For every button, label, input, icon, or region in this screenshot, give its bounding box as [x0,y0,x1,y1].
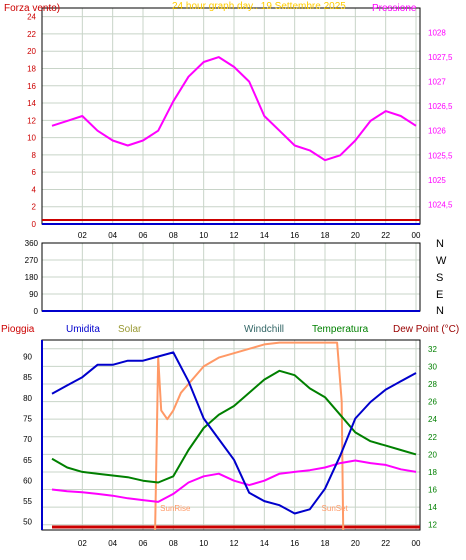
chart3-y-right-tick: 20 [428,450,437,459]
chart3-y-left-tick: 85 [23,373,32,382]
chart3-y-left-tick: 90 [23,353,32,362]
chart1-y-left-tick: 2 [32,203,37,212]
chart2-y-tick: 0 [34,307,39,316]
chart1-y-left-tick: 18 [27,64,36,73]
chart1-y-right-tick: 1024,5 [428,200,453,209]
chart1-y-left-tick: 20 [27,47,36,56]
chart3-y-left-tick: 65 [23,456,32,465]
chart3-temperature-line [51,369,417,484]
chart3-x-tick: 06 [139,539,148,548]
chart1-y-right-tick: 1025 [428,176,446,185]
chart1-y-right-tick: 1026,5 [428,102,453,111]
chart3-y-right-tick: 22 [428,433,437,442]
chart1-y-left-tick: 6 [32,168,37,177]
chart3-x-tick: 04 [108,539,117,548]
chart3-y-left-tick: 60 [23,476,32,485]
chart1-y-right-tick: 1027 [428,78,446,87]
chart1-y-left-tick: 16 [27,82,36,91]
chart1-y-left-tick: 12 [27,116,36,125]
chart3-y-left-tick: 50 [23,518,32,527]
chart2-y-tick: 360 [25,239,39,248]
chart3-legend-item: Umidita [66,324,100,335]
chart2-direction-letter: S [436,272,443,284]
chart1-pressure-line [51,56,417,162]
chart1-x-tick: 06 [139,231,148,240]
chart3-legend-item: Dew Point (°C) [393,324,459,335]
chart1-title: 24 hour graph day.. 19 Settembre 2025 [172,1,346,12]
chart3-x-tick: 20 [351,539,360,548]
chart3-x-tick: 16 [290,539,299,548]
chart2-direction-letter: N [436,238,444,250]
chart3-legend-item: Solar [118,324,142,335]
chart3-y-left-tick: 55 [23,497,32,506]
chart3-solar-line [154,341,345,531]
chart1-x-tick: 04 [108,231,117,240]
chart3-annotation: SunRise [160,504,191,513]
chart1-x-tick: 14 [260,231,269,240]
chart2-direction-letter: E [436,289,443,301]
chart1-y-right-tick: 1026 [428,127,446,136]
chart3-y-right-tick: 18 [428,468,437,477]
chart3-x-tick: 02 [78,539,87,548]
chart3-x-tick: 08 [169,539,178,548]
chart3-legend-item: Temperatura [312,324,369,335]
chart1-y-left-tick: 8 [32,151,37,160]
chart2-direction-letter: W [436,255,447,267]
chart3-y-right-tick: 30 [428,362,437,371]
chart3-y-right-tick: 14 [428,503,437,512]
chart1-y-right-tick: 1025,5 [428,151,453,160]
chart1-x-tick: 22 [381,231,390,240]
chart1-x-tick: 20 [351,231,360,240]
chart1-left-label: Forza vento) [4,3,60,14]
chart3-y-right-tick: 28 [428,380,437,389]
chart2-y-tick: 270 [25,256,39,265]
chart1-x-tick: 16 [290,231,299,240]
chart3-x-tick: 22 [381,539,390,548]
chart2-y-tick: 90 [29,290,38,299]
chart3-y-left-tick: 70 [23,435,32,444]
chart1-y-left-tick: 10 [27,134,36,143]
chart1-x-tick: 00 [412,231,421,240]
chart1-x-tick: 18 [321,231,330,240]
chart3-y-right-tick: 16 [428,486,437,495]
chart1-y-left-tick: 22 [27,30,36,39]
chart3-x-tick: 10 [199,539,208,548]
chart3-legend-item: Pioggia [1,324,35,335]
chart1-y-left-tick: 0 [32,220,37,229]
chart3-y-right-tick: 32 [428,345,437,354]
chart3-x-tick: 14 [260,539,269,548]
chart1-y-right-tick: 1027,5 [428,53,453,62]
chart1-right-label: Pressione [372,3,417,14]
chart3-humidity-line [51,351,417,515]
chart1-x-tick: 10 [199,231,208,240]
chart3-y-left-tick: 75 [23,414,32,423]
chart2-direction-letter: N [436,305,444,317]
chart1-y-right-tick: 1028 [428,29,446,38]
chart1-y-left-tick: 4 [32,185,37,194]
chart3-annotation: SunSet [322,504,349,513]
chart3-y-right-tick: 26 [428,398,437,407]
chart3-y-right-tick: 12 [428,521,437,530]
chart2-y-tick: 180 [25,273,39,282]
chart3-legend-item: Windchill [244,324,284,335]
chart1-x-tick: 08 [169,231,178,240]
chart3-y-right-tick: 24 [428,415,437,424]
chart3-y-left-tick: 80 [23,394,32,403]
chart1-y-left-tick: 14 [27,99,36,108]
chart3-dewpoint-line [51,459,417,503]
chart3-x-tick: 00 [412,539,421,548]
chart1-x-tick: 02 [78,231,87,240]
chart1-y-left-tick: 24 [27,13,36,22]
chart3-x-tick: 12 [230,539,239,548]
chart3-x-tick: 18 [321,539,330,548]
chart1-x-tick: 12 [230,231,239,240]
